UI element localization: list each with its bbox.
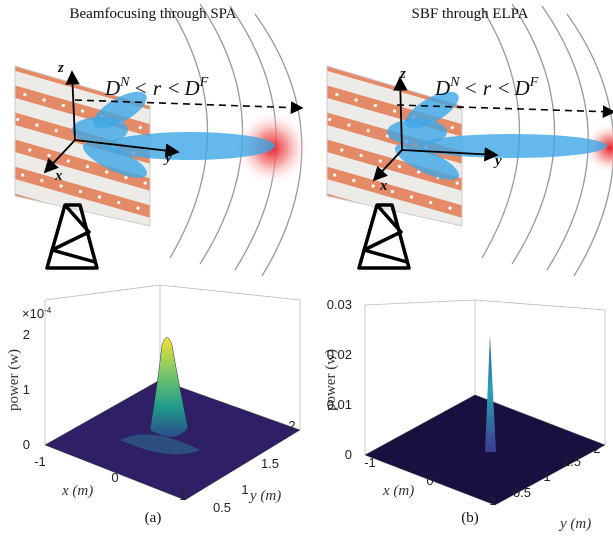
y-axis-label: y (m) [248,488,281,504]
range-label: DN < r < DF [434,75,539,100]
caption: (a) [145,510,162,526]
x-tick-label: 1 [179,488,186,503]
y-tick-label: 2 [288,418,295,433]
x-axis-label: x (m) [382,483,414,499]
exponent-base: ×10 [22,306,44,321]
plot-a [44,284,301,501]
x-tick-label: 0 [111,470,118,485]
math-base: D [184,76,200,100]
y-tick-label: 1 [241,482,248,497]
range-label: DN < r < DF [104,75,209,100]
math-sup: N [449,75,460,90]
y-tick-label: 2 [593,441,600,456]
x-tick-label: -1 [364,455,376,470]
math-sup: F [199,75,209,90]
z-tick-label: 2 [23,327,30,342]
z-tick-label: 0.02 [327,347,352,362]
illustration-b [325,2,613,278]
y-tick-label: 1 [543,469,550,484]
z-axis-label: power (w) [6,349,22,411]
axis-letter: z [57,60,64,76]
illustration-a [13,2,310,278]
x-tick-label: -1 [34,454,46,469]
axis-letter: x [379,178,388,194]
math-mid: < r < [464,76,511,100]
math-mid: < r < [134,76,181,100]
x-axis-label: x (m) [61,483,93,499]
math-base: D [104,76,120,100]
axis-letter: y [163,150,172,166]
z-tick-label: 0 [345,447,352,462]
y-axis-label: y (m) [558,516,591,532]
y-tick-label: 0.5 [213,500,231,515]
caption: (b) [461,510,479,526]
z-axis-label: power (w) [323,349,339,411]
axis-letter: y [493,153,502,169]
z-tick-label: 0 [23,437,30,452]
x-tick-label: 1 [489,493,496,508]
panel-title: SBF through ELPA [412,6,529,22]
z-tick-label: 0.01 [327,397,352,412]
axis-letter: x [54,168,63,184]
math-sup: F [529,75,539,90]
y-tick-label: 1.5 [261,456,279,471]
plot-b [364,299,606,506]
y-tick-label: 1.5 [563,454,581,469]
z-tick-label: 1 [23,382,30,397]
exponent-power: -4 [44,306,52,315]
axis-letter: z [399,66,406,82]
math-sup: N [119,75,130,90]
y-tick-label: 0.5 [513,485,531,500]
exponent: ×10-4 [22,306,52,321]
math-base: D [514,76,530,100]
z-tick-label: 0.03 [327,297,352,312]
math-base: D [434,76,450,100]
panel-title: Beamfocusing through SPA [70,6,237,22]
x-tick-label: 0 [426,473,433,488]
